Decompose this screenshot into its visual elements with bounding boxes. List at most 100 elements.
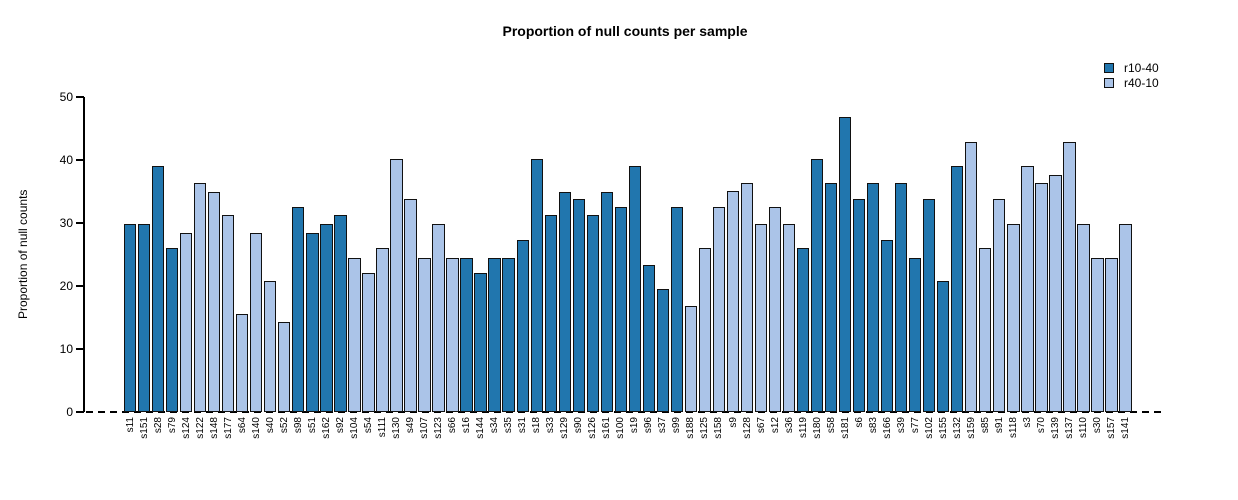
x-tick-label-s64: s64 bbox=[236, 417, 248, 434]
x-tick-label-s98: s98 bbox=[292, 417, 304, 434]
bar-s31 bbox=[516, 240, 529, 412]
bar-s67 bbox=[754, 224, 768, 412]
y-tick bbox=[76, 411, 84, 413]
y-tick-label-30: 30 bbox=[59, 216, 73, 230]
legend: r10-40 r40-10 bbox=[1104, 60, 1159, 90]
bar-s39 bbox=[895, 182, 908, 412]
bar-s96 bbox=[642, 265, 655, 412]
bar-s155 bbox=[937, 281, 950, 412]
bar-s51 bbox=[306, 232, 319, 412]
bar-s100 bbox=[614, 207, 627, 413]
x-tick-label-s181: s181 bbox=[839, 417, 851, 439]
bar-s181 bbox=[838, 117, 852, 412]
x-tick-label-s140: s140 bbox=[250, 417, 262, 439]
bar-s33 bbox=[544, 215, 557, 412]
bar-s83 bbox=[867, 182, 880, 412]
x-tick-label-s19: s19 bbox=[629, 417, 641, 434]
bar-s188 bbox=[684, 306, 698, 412]
bar-s177 bbox=[222, 215, 235, 412]
bar-s130 bbox=[390, 158, 403, 412]
x-tick-label-s52: s52 bbox=[278, 417, 290, 434]
x-tick-label-s102: s102 bbox=[923, 417, 935, 439]
x-tick-label-s92: s92 bbox=[334, 417, 346, 434]
x-tick-label-s6: s6 bbox=[853, 417, 865, 428]
legend-label: r10-40 bbox=[1124, 60, 1159, 75]
bar-s18 bbox=[530, 158, 543, 412]
bar-s104 bbox=[348, 257, 361, 412]
bar-s157 bbox=[1105, 257, 1118, 412]
y-tick bbox=[76, 159, 84, 161]
x-tick-label-s128: s128 bbox=[741, 417, 753, 439]
x-tick-label-s158: s158 bbox=[713, 417, 725, 439]
bar-s52 bbox=[278, 321, 291, 412]
x-tick-label-s39: s39 bbox=[895, 417, 907, 434]
x-tick-label-s177: s177 bbox=[222, 417, 234, 439]
x-tick-label-s40: s40 bbox=[264, 417, 276, 434]
x-tick-label-s100: s100 bbox=[615, 417, 627, 439]
x-tick-label-s37: s37 bbox=[657, 417, 669, 434]
bar-s144 bbox=[474, 272, 487, 412]
x-tick-label-s111: s111 bbox=[377, 417, 388, 438]
bar-s6 bbox=[852, 199, 866, 412]
bar-s132 bbox=[951, 166, 964, 412]
bar-s102 bbox=[923, 199, 936, 412]
bar-s70 bbox=[1035, 182, 1048, 412]
bar-s77 bbox=[909, 257, 922, 412]
x-tick-label-s51: s51 bbox=[306, 417, 318, 434]
x-tick-label-s16: s16 bbox=[461, 417, 473, 434]
y-tick-label-20: 20 bbox=[59, 279, 73, 293]
bar-s141 bbox=[1119, 224, 1132, 412]
x-tick-label-s91: s91 bbox=[993, 417, 1005, 434]
x-tick-label-s110: s110 bbox=[1078, 417, 1089, 438]
bar-s34 bbox=[488, 257, 501, 412]
bar-s79 bbox=[166, 248, 179, 412]
x-tick-label-s107: s107 bbox=[419, 417, 430, 439]
bar-s58 bbox=[824, 182, 838, 412]
bar-s91 bbox=[993, 199, 1006, 412]
y-tick bbox=[76, 285, 84, 287]
chart-title: Proportion of null counts per sample bbox=[502, 23, 748, 39]
bar-s139 bbox=[1049, 175, 1062, 412]
bar-s9 bbox=[726, 190, 740, 412]
bar-s124 bbox=[180, 232, 193, 412]
x-tick-label-s28: s28 bbox=[152, 417, 164, 434]
bar-s118 bbox=[1007, 224, 1020, 412]
x-tick-label-s132: s132 bbox=[951, 417, 963, 439]
x-tick-label-s83: s83 bbox=[867, 417, 879, 434]
legend-swatch-light-blue bbox=[1104, 77, 1114, 88]
x-tick-label-s124: s124 bbox=[180, 417, 192, 439]
bar-s11 bbox=[123, 224, 137, 412]
bar-s19 bbox=[628, 166, 641, 412]
y-tick-label-10: 10 bbox=[59, 342, 73, 356]
bar-s166 bbox=[881, 240, 894, 412]
x-tick-label-s66: s66 bbox=[447, 417, 459, 434]
legend-swatch-dark-blue bbox=[1104, 62, 1114, 73]
x-tick-label-s155: s155 bbox=[937, 417, 949, 439]
x-tick-label-s85: s85 bbox=[979, 417, 991, 434]
bar-s161 bbox=[600, 191, 613, 412]
x-tick-label-s11: s11 bbox=[124, 417, 136, 433]
x-tick-label-s49: s49 bbox=[405, 417, 416, 434]
legend-item-r40-10: r40-10 bbox=[1104, 75, 1159, 90]
x-tick-label-s33: s33 bbox=[545, 417, 557, 434]
x-tick-label-s79: s79 bbox=[166, 417, 178, 434]
bar-s110 bbox=[1077, 224, 1090, 412]
x-tick-label-s126: s126 bbox=[587, 417, 599, 439]
y-axis-title: Proportion of null counts bbox=[16, 189, 30, 320]
legend-item-r10-40: r10-40 bbox=[1104, 60, 1159, 75]
bar-s123 bbox=[432, 224, 445, 412]
x-tick-label-s123: s123 bbox=[433, 417, 444, 439]
bar-s64 bbox=[236, 313, 249, 412]
bar-s66 bbox=[446, 257, 459, 412]
x-tick-label-s188: s188 bbox=[685, 417, 697, 439]
x-tick-label-s30: s30 bbox=[1092, 417, 1103, 434]
bar-s92 bbox=[334, 215, 347, 412]
bar-s37 bbox=[656, 289, 670, 412]
x-tick-label-s122: s122 bbox=[194, 417, 206, 439]
x-tick-label-s125: s125 bbox=[699, 417, 711, 439]
legend-label: r40-10 bbox=[1124, 75, 1159, 90]
y-tick-label-50: 50 bbox=[59, 90, 73, 104]
x-tick-label-s129: s129 bbox=[559, 417, 571, 439]
x-tick-label-s141: s141 bbox=[1120, 417, 1131, 439]
